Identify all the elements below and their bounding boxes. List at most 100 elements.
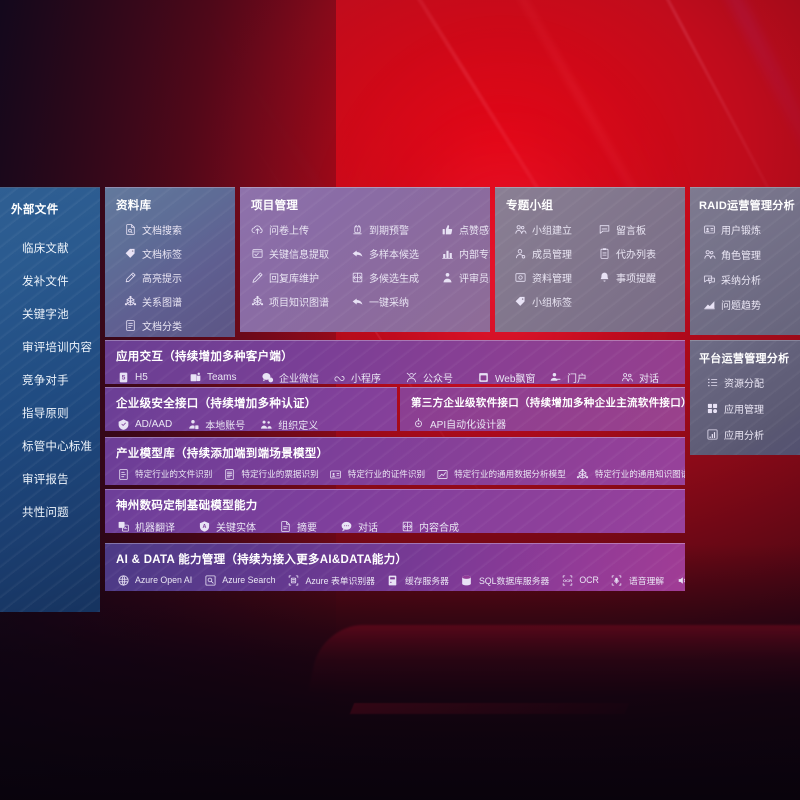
aidata-item-azure-search[interactable]: Azure Search <box>203 573 276 587</box>
sidebar-item-competitors[interactable]: 竞争对手 <box>22 374 69 387</box>
group-item-material-management[interactable]: 资料管理 <box>513 270 595 285</box>
interaction-item-teams[interactable]: Teams <box>188 371 260 385</box>
interaction-item-label: H5 <box>135 372 148 383</box>
sidebar-item-common-issues[interactable]: 共性问题 <box>22 506 69 519</box>
sidebar-item-guidelines[interactable]: 指导原则 <box>22 407 69 420</box>
group-item-item-reminder[interactable]: 事项提醒 <box>597 270 685 285</box>
compose-icon <box>400 520 414 534</box>
sidebar-item-review-training[interactable]: 审评培训内容 <box>22 341 93 354</box>
project-item-label: 问卷上传 <box>269 226 309 237</box>
sidebar-item-clinical-literature[interactable]: 临床文献 <box>22 242 69 255</box>
project-item-internal-expert-ranking[interactable]: 内部专家排名 <box>440 246 490 261</box>
interaction-item-h5[interactable]: 5 H5 <box>116 371 188 385</box>
platform-item-app-analysis[interactable]: 应用分析 <box>705 427 800 442</box>
html5-icon: 5 <box>116 371 130 385</box>
miniprogram-icon <box>332 371 346 385</box>
dcits-item-machine-translation[interactable]: 机器翻译 <box>116 519 175 533</box>
tag-icon <box>123 247 137 261</box>
raid-item-issue-trend[interactable]: 问题趋势 <box>702 297 800 312</box>
svg-text:OCR: OCR <box>563 578 572 583</box>
panel-library-title: 资料库 <box>116 200 152 212</box>
security-item-ad-aad[interactable]: AD/AAD <box>116 418 172 432</box>
interaction-item-miniprogram[interactable]: 小程序 <box>332 370 404 384</box>
project-item-one-click-adopt[interactable]: 一键采纳 <box>350 294 438 309</box>
row-ai-data-capability: AI & DATA 能力管理（持续为接入更多AI&DATA能力） Azure O… <box>105 543 685 591</box>
alarm-icon <box>350 223 364 237</box>
project-item-multi-candidate-generate[interactable]: 多候选生成 <box>350 270 438 285</box>
industry-item-knowledge-graph-model[interactable]: 特定行业的通用知识图谱模型 <box>576 467 685 481</box>
raid-item-adoption-analysis[interactable]: 采纳分析 <box>702 272 800 287</box>
group-item-message-board[interactable]: 留言板 <box>597 222 685 237</box>
project-item-thanks-like[interactable]: 点赞感谢 <box>440 222 490 237</box>
cloud-upload-icon <box>250 223 264 237</box>
dcits-item-content-composition[interactable]: 内容合成 <box>400 519 459 533</box>
dcits-item-dialog[interactable]: 对话 <box>339 519 378 533</box>
sidebar-item-keyword-pool[interactable]: 关键字池 <box>22 308 69 321</box>
sidebar-title: 外部文件 <box>11 204 59 216</box>
aidata-item-tts[interactable]: TTS <box>675 573 685 587</box>
translate-icon <box>116 520 130 534</box>
project-item-reply-library-maintain[interactable]: 回复库维护 <box>250 270 348 285</box>
row-industry-title: 产业模型库（持续添加端到端场景模型） <box>116 448 329 460</box>
project-item-questionnaire-upload[interactable]: 问卷上传 <box>250 222 348 237</box>
sidebar-item-review-report[interactable]: 审评报告 <box>22 473 69 486</box>
aidata-item-cache-server[interactable]: 缓存服务器 <box>386 573 449 587</box>
aidata-item-label: 缓存服务器 <box>404 575 449 586</box>
dcits-item-key-entity[interactable]: A 关键实体 <box>197 519 256 533</box>
panel-platform-items: 资源分配 应用管理 应用分析 <box>690 366 800 442</box>
project-item-expiry-alert[interactable]: 到期预警 <box>350 222 438 237</box>
project-item-project-knowledge-graph[interactable]: 项目知识图谱 <box>250 294 348 309</box>
thirdparty-item-api-designer[interactable]: API自动化设计器 <box>411 416 506 431</box>
dcits-item-summary[interactable]: 摘要 <box>278 519 317 533</box>
sidebar-external-files: 外部文件 临床文献 发补文件 关键字池 审评培训内容 竞争对手 指导原则 标管中… <box>0 187 100 612</box>
industry-item-bill-recognition[interactable]: 特定行业的票据识别 <box>222 467 319 481</box>
interaction-item-wechat-work[interactable]: 企业微信 <box>260 370 332 384</box>
aidata-item-label: Azure Open AI <box>135 575 193 585</box>
sidebar-item-standards-center[interactable]: 标管中心标准 <box>22 440 93 453</box>
platform-item-resource-allocation[interactable]: 资源分配 <box>705 375 800 390</box>
ocr-icon: OCR <box>560 573 574 587</box>
library-item-document-tag[interactable]: 文档标签 <box>123 246 235 261</box>
interaction-item-label: 小程序 <box>351 374 381 384</box>
pen-icon <box>250 271 264 285</box>
security-item-local-account[interactable]: 本地账号 <box>186 417 245 431</box>
row-industry-model-library: 产业模型库（持续添加端到端场景模型） 特定行业的文件识别 特定行业的票据识别 特… <box>105 437 685 485</box>
library-item-relation-graph[interactable]: 关系图谱 <box>123 294 235 309</box>
row-aidata-items: Azure Open AI Azure Search Azure 表单识别器 缓… <box>105 567 685 587</box>
group-item-label: 小组建立 <box>532 226 572 237</box>
project-item-key-info-extract[interactable]: 关键信息提取 <box>250 246 348 261</box>
aidata-item-speech-understanding[interactable]: 语音理解 <box>610 573 664 587</box>
group-item-todo-list[interactable]: 代办列表 <box>597 246 685 261</box>
group-item-group-tag[interactable]: 小组标签 <box>513 294 595 309</box>
industry-item-idcard-recognition[interactable]: 特定行业的证件识别 <box>329 467 425 481</box>
library-item-highlight-hint[interactable]: 高亮提示 <box>123 270 235 285</box>
raid-item-role-management[interactable]: 角色管理 <box>702 247 800 262</box>
project-item-reviewer-profile[interactable]: 评审员画像 <box>440 270 490 285</box>
aidata-item-label: SQL数据库服务器 <box>478 575 550 586</box>
industry-item-document-recognition[interactable]: 特定行业的文件识别 <box>116 467 212 481</box>
library-item-document-category[interactable]: 文档分类 <box>123 318 235 333</box>
dcits-item-label: 对话 <box>358 523 378 533</box>
aidata-item-azure-form-recognizer[interactable]: Azure 表单识别器 <box>287 573 375 587</box>
library-item-document-search[interactable]: 文档搜索 <box>123 222 235 237</box>
aidata-item-ocr[interactable]: OCR OCR <box>560 573 599 587</box>
library-item-label: 文档搜索 <box>142 226 182 237</box>
aidata-item-azure-openai[interactable]: Azure Open AI <box>116 573 192 587</box>
panel-platform-analysis: 平台运营管理分析 资源分配 应用管理 应用分析 <box>690 340 800 455</box>
group-item-member-management[interactable]: 成员管理 <box>513 246 595 261</box>
security-item-org-define[interactable]: 组织定义 <box>259 417 318 431</box>
interaction-item-official-account[interactable]: 公众号 <box>404 370 476 384</box>
aidata-item-sql-database-server[interactable]: SQL数据库服务器 <box>460 573 549 587</box>
official-account-icon <box>404 371 418 385</box>
group-item-create-group[interactable]: 小组建立 <box>513 222 595 237</box>
security-item-label: AD/AAD <box>135 419 173 430</box>
platform-item-app-management[interactable]: 应用管理 <box>705 401 800 416</box>
sidebar-item-supplement-files[interactable]: 发补文件 <box>22 275 69 288</box>
interaction-item-web-float[interactable]: Web飘窗 <box>476 370 548 384</box>
raid-item-user-training[interactable]: 用户锻炼 <box>702 222 800 237</box>
interaction-item-dialog[interactable]: 对话 <box>620 370 659 384</box>
project-item-multi-sample-candidates[interactable]: 多样本候选 <box>350 246 438 261</box>
interaction-item-portal[interactable]: 门户 <box>548 370 620 384</box>
industry-item-data-analysis-model[interactable]: 特定行业的通用数据分析模型 <box>435 467 566 481</box>
row-thirdparty-title: 第三方企业级软件接口（持续增加多种企业主流软件接口） <box>411 397 685 409</box>
